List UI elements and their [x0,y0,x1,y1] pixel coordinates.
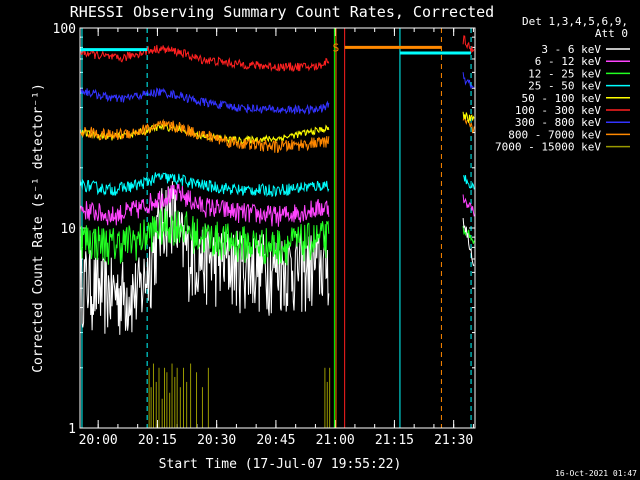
x-tick-label: 21:00 [316,433,355,448]
legend-header-line-1: Det 1,3,4,5,6,9, [522,15,628,28]
x-tick-label: 20:15 [138,433,177,448]
series-line [79,172,330,198]
post-gap-series-line [462,225,475,244]
x-axis-label: Start Time (17-Jul-07 19:55:22) [159,457,402,472]
legend-label: 50 - 100 keV [522,92,602,105]
x-tick-label: 21:15 [375,433,414,448]
legend-label: 100 - 300 keV [515,104,601,117]
plot-frame [79,27,476,429]
legend-label: 12 - 25 keV [528,67,601,80]
series-line [79,183,330,227]
legend-label: 7000 - 15000 keV [495,141,601,154]
x-tick-label: 20:45 [256,433,295,448]
post-gap-series-line [462,175,475,190]
post-gap-series-line [462,218,475,267]
series-line [79,118,330,154]
saa-flag-label: S [333,41,340,54]
post-gap-series-line [462,35,475,54]
post-gap-series-line [462,72,475,90]
legend-label: 300 - 800 keV [515,116,601,129]
series-line [79,86,330,115]
y-tick-label: 10 [60,222,76,237]
chart-title: RHESSI Observing Summary Count Rates, Co… [70,3,494,21]
y-axis-label: Corrected Count Rate (s⁻¹ detector⁻¹) [31,83,46,373]
x-tick-label: 20:00 [79,433,118,448]
legend-label: 3 - 6 keV [541,43,601,56]
post-gap-series-line [462,194,475,217]
x-tick-label: 20:30 [197,433,236,448]
chart-marks: 100 10 120:00 20:15 20:30 20:45 21:00 21:15 21:3… [53,22,475,448]
post-gap-series-line [462,111,475,123]
footer-timestamp: 16-Oct-2021 01:47 [555,469,637,478]
series-line [79,44,330,72]
y-tick-label: 100 [53,22,76,37]
legend-header-line-2: Att 0 [595,27,628,40]
series-line [79,208,330,266]
y-tick-label: 1 [68,422,76,437]
legend-label: 6 - 12 keV [535,55,602,68]
legend-label: 25 - 50 keV [528,80,601,93]
legend-label: 800 - 7000 keV [508,128,601,141]
x-tick-label: 21:30 [434,433,473,448]
series-line [79,181,330,335]
